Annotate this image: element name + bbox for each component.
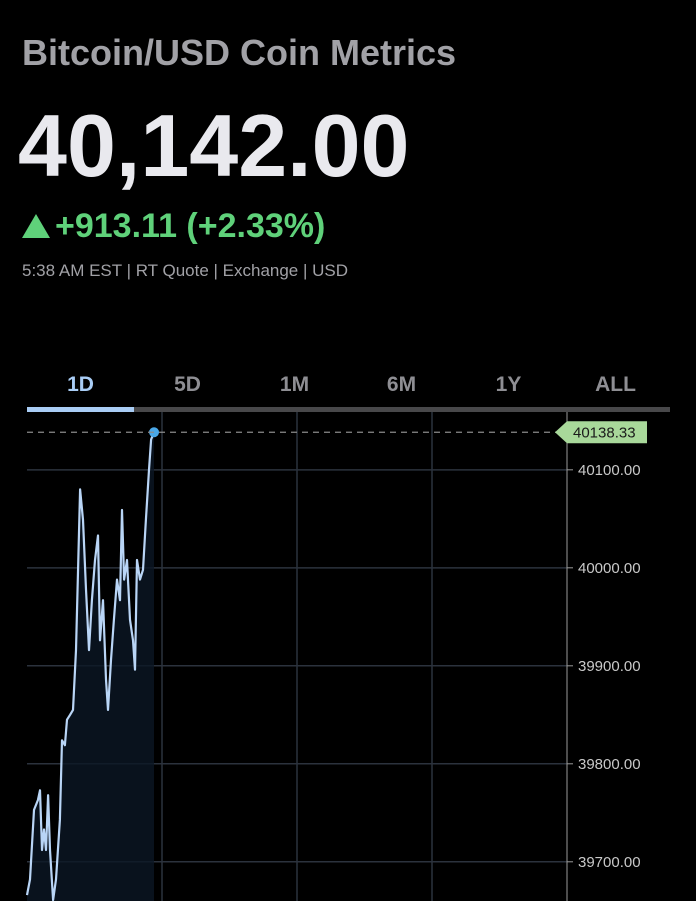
price-line xyxy=(25,431,156,901)
tab-indicator xyxy=(27,407,134,412)
y-tick-label: 39900.00 xyxy=(578,658,641,675)
up-arrow xyxy=(22,214,50,238)
title: Bitcoin/USD Coin Metrics xyxy=(22,32,456,73)
tab[interactable]: 5D xyxy=(174,373,201,396)
y-tick-label: 39800.00 xyxy=(578,756,641,773)
tab-track xyxy=(27,407,670,412)
y-tick-label: 40100.00 xyxy=(578,462,641,479)
price: 40,142.00 xyxy=(18,96,410,195)
last-value-label: 40138.33 xyxy=(573,424,636,441)
tab[interactable]: 6M xyxy=(387,373,416,396)
tab[interactable]: 1M xyxy=(280,373,309,396)
tab[interactable]: ALL xyxy=(595,373,636,396)
last-point xyxy=(149,427,160,438)
last-value-badge xyxy=(555,421,647,444)
y-tick-label: 40000.00 xyxy=(578,560,641,577)
tab[interactable]: 1D xyxy=(67,373,94,396)
tab[interactable]: 1Y xyxy=(496,373,522,396)
quote-meta: 5:38 AM EST | RT Quote | Exchange | USD xyxy=(22,261,348,280)
y-tick-label: 39700.00 xyxy=(578,854,641,871)
change: +913.11 (+2.33%) xyxy=(55,207,325,245)
tabs: 1D 5D 1M 6M 1Y ALL xyxy=(27,373,636,412)
chart: 39700.00 39800.00 39900.00 40000.00 40100.00… xyxy=(25,412,647,901)
